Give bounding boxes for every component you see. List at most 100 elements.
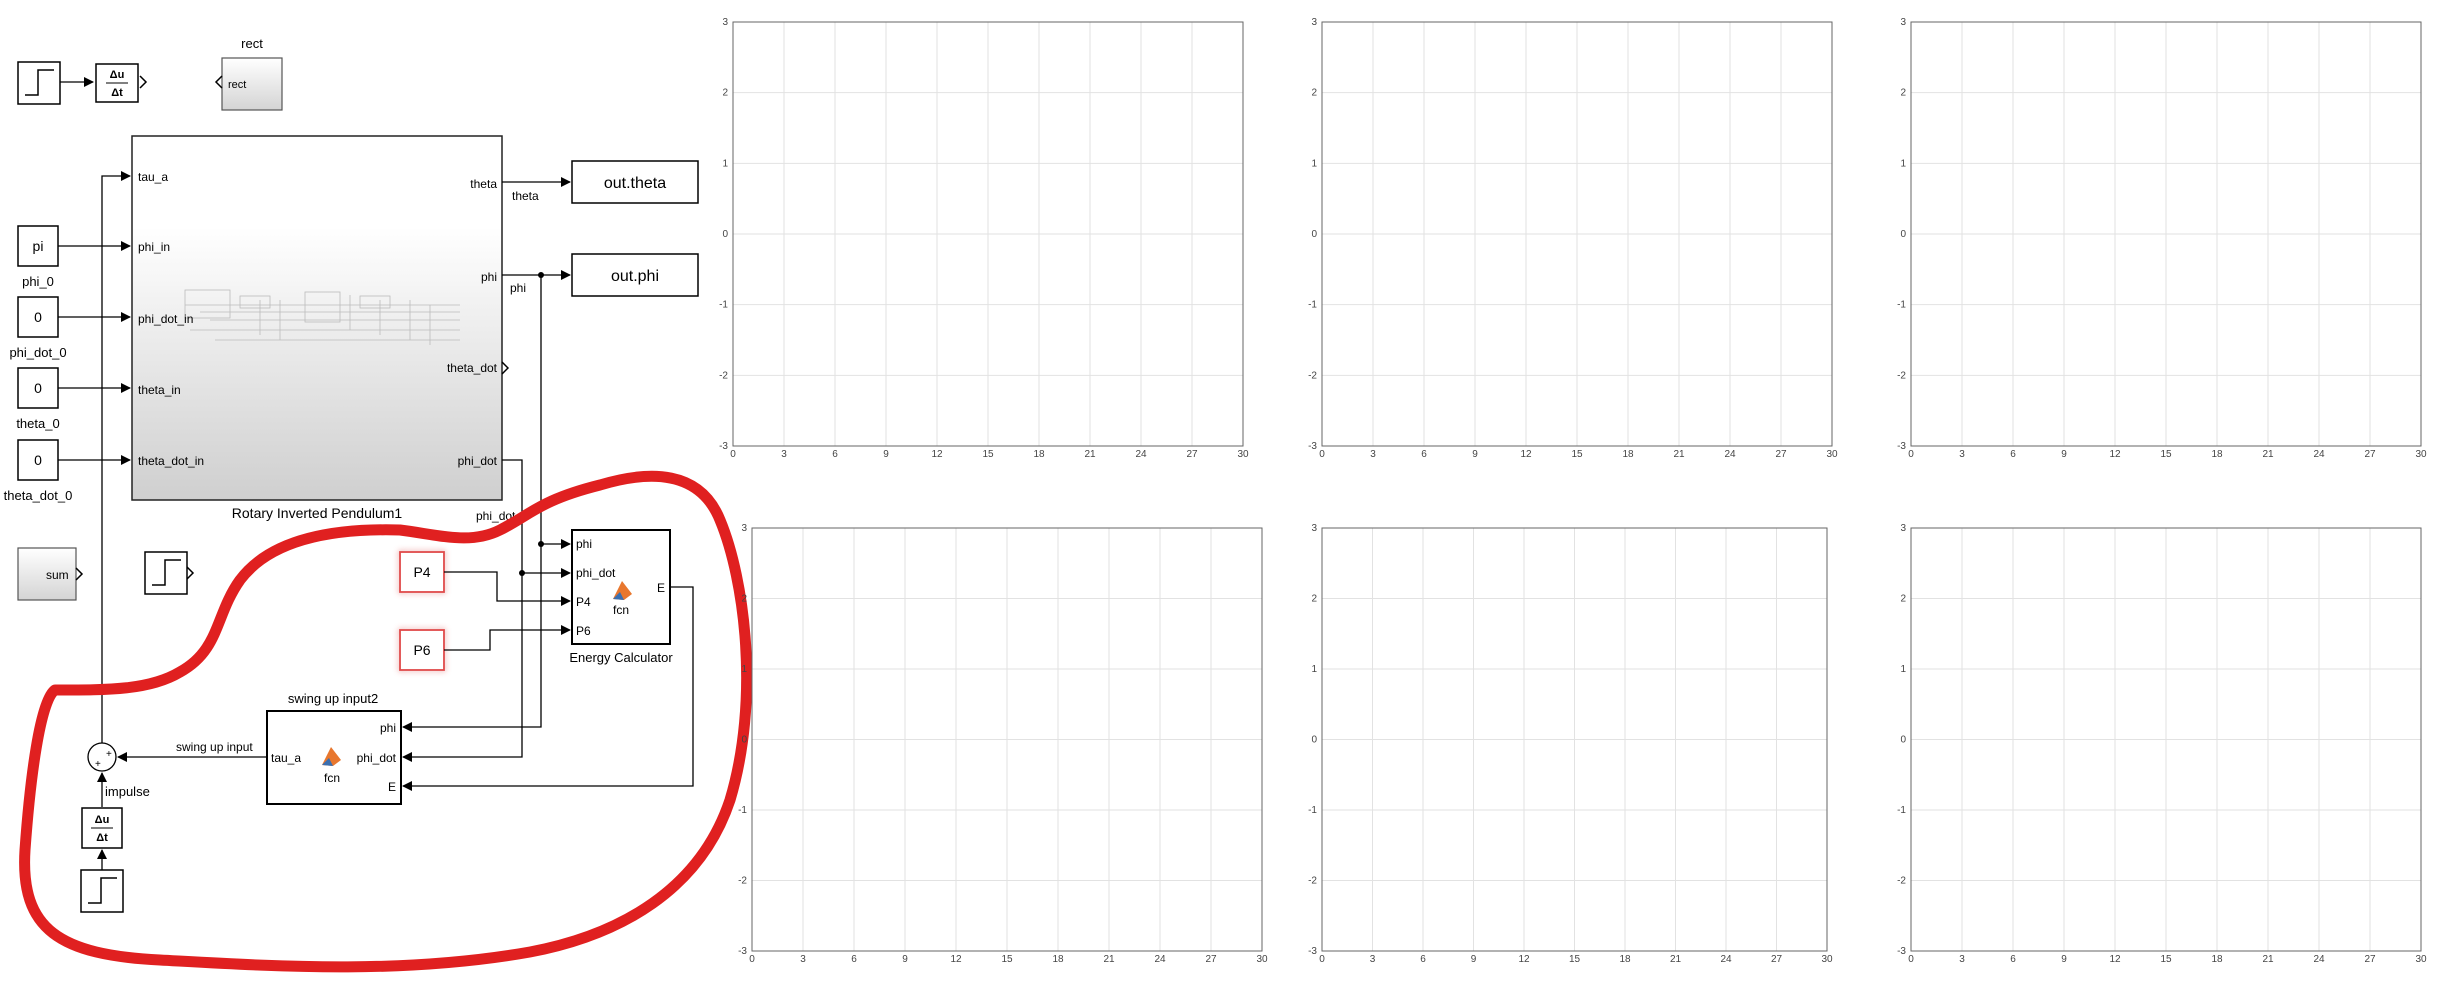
y-tick-label: -1 [719,300,728,311]
svg-text:phi: phi [576,537,592,551]
signal-swing-up-input: swing up input [176,740,253,754]
constant-phi-0-name: phi_0 [22,274,54,289]
sum-circle[interactable]: + + [87,742,117,772]
svg-text:phi_dot: phi_dot [357,751,397,765]
constant-p6[interactable]: P6 [399,629,445,671]
y-tick-label: 1 [722,158,728,169]
sum-subsystem[interactable]: sum [17,547,84,601]
y-tick-label: -2 [719,370,728,381]
x-tick-label: 18 [1033,449,1045,460]
matlab-icon [322,747,341,766]
derivative-block-top[interactable]: Δu Δt [95,63,148,103]
port-theta-out: theta [470,177,497,191]
x-tick-label: 12 [1518,954,1530,965]
y-tick-label: -1 [1897,300,1906,311]
x-tick-label: 3 [1370,954,1376,965]
y-tick-label: 3 [722,17,728,28]
constant-theta-0[interactable]: 0 theta_0 [16,367,60,431]
x-tick-label: 30 [2415,449,2427,460]
derivative-block-bottom[interactable]: Δu Δt [81,807,123,849]
y-tick-label: -3 [719,441,728,452]
y-tick-label: -3 [1897,946,1906,957]
svg-text:Δt: Δt [96,832,108,844]
constant-phi-0[interactable]: pi phi_0 [17,225,59,289]
to-workspace-theta[interactable]: out.theta [571,160,699,204]
x-tick-label: 3 [1959,449,1965,460]
y-tick-label: -3 [1308,946,1317,957]
x-tick-label: 21 [2262,449,2274,460]
energy-calculator-block[interactable]: phi phi_dot P4 P6 E fcn Energy Calculato… [569,529,673,665]
subsystem-preview [184,289,460,345]
x-tick-label: 9 [1471,954,1477,965]
svg-text:0: 0 [34,309,42,325]
constant-theta-dot-0-name: theta_dot_0 [4,488,73,503]
step-block-bottom[interactable] [80,869,124,913]
derivative-num: Δu [110,69,125,81]
svg-text:phi: phi [380,721,396,735]
y-tick-label: -2 [1308,876,1317,887]
x-tick-label: 15 [2160,449,2172,460]
swing-up-block[interactable]: swing up input2 phi phi_dot E tau_a fcn [266,691,402,805]
constant-theta-dot-0[interactable]: 0 theta_dot_0 [4,439,73,503]
x-tick-label: 21 [1103,954,1115,965]
step-block-middle[interactable] [144,551,195,595]
x-tick-label: 3 [1370,449,1376,460]
y-tick-label: -1 [1308,300,1317,311]
svg-text:E: E [388,780,396,794]
port-theta-dot-in: theta_dot_in [138,454,204,468]
y-tick-label: -1 [738,805,747,816]
out-phi-label: out.phi [611,268,659,285]
y-tick-label: 3 [1900,523,1906,534]
energy-fcn: fcn [613,603,629,617]
x-tick-label: 30 [1256,954,1268,965]
port-theta-in: theta_in [138,383,181,397]
x-tick-label: 27 [2364,954,2376,965]
rotary-inverted-pendulum-subsystem[interactable]: tau_a phi_in phi_dot_in theta_in theta_d… [131,135,510,521]
sum-subsystem-label: sum [46,568,69,582]
y-tick-label: 2 [1311,594,1317,605]
y-tick-label: -2 [738,876,747,887]
y-tick-label: 2 [722,88,728,99]
rect-title: rect [241,36,263,51]
x-tick-label: 30 [1237,449,1249,460]
to-workspace-phi[interactable]: out.phi [571,253,699,297]
red-annotation-loop [19,470,753,973]
port-tau-a: tau_a [138,170,168,184]
x-tick-label: 9 [1472,449,1478,460]
svg-text:P4: P4 [576,595,591,609]
svg-text:0: 0 [34,380,42,396]
svg-text:E: E [657,581,665,595]
y-tick-label: 0 [722,229,728,240]
constant-phi-dot-0[interactable]: 0 phi_dot_0 [9,296,67,360]
x-tick-label: 21 [1673,449,1685,460]
x-tick-label: 6 [1421,449,1427,460]
x-tick-label: 12 [950,954,962,965]
rect-subsystem[interactable]: rect rect [214,36,283,111]
y-tick-label: 0 [1900,229,1906,240]
y-tick-label: 0 [1311,229,1317,240]
constant-p4[interactable]: P4 [399,551,445,593]
x-tick-label: 18 [1619,954,1631,965]
x-tick-label: 27 [1771,954,1783,965]
y-tick-label: 1 [1311,158,1317,169]
rect-port-label: rect [228,79,246,91]
port-phi-dot-out: phi_dot [458,454,498,468]
svg-text:tau_a: tau_a [271,751,301,765]
x-tick-label: 24 [1724,449,1736,460]
x-tick-label: 24 [1135,449,1147,460]
y-tick-label: -1 [1897,805,1906,816]
step-block-top[interactable] [17,61,61,105]
y-tick-label: 1 [1900,664,1906,675]
x-tick-label: 30 [1826,449,1838,460]
x-tick-label: 18 [1622,449,1634,460]
x-tick-label: 12 [1520,449,1532,460]
x-tick-label: 27 [1205,954,1217,965]
svg-text:Δu: Δu [95,814,110,826]
